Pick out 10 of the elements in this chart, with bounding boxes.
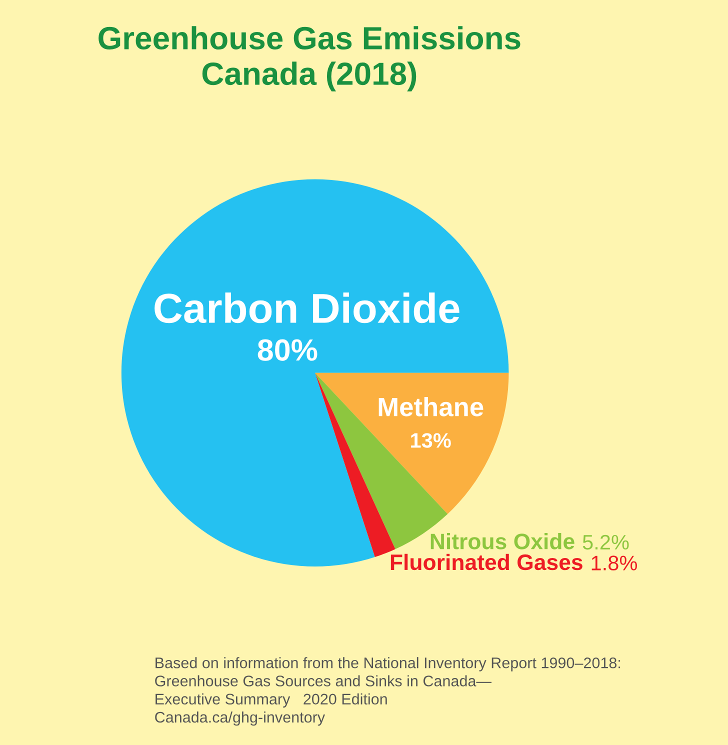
data-label: 13% <box>411 433 451 448</box>
chart-title: Greenhouse Gas Emissions Canada (2018) <box>98 26 520 92</box>
slice-label: Fluorinated Gases <box>390 554 582 570</box>
slice-label: Nitrous Oxide <box>430 533 574 550</box>
slice-label: Methane <box>378 397 484 416</box>
data-label: 5.2% <box>582 534 629 550</box>
data-label: 80% <box>258 339 318 361</box>
slice-label: Carbon Dioxide <box>154 292 460 324</box>
data-label: 1.8% <box>592 556 637 570</box>
text: Based on information from the National Inventory Report 1990–2018: Greenhouse Gas Sources and Sinks in Canada— Executive Summary 2020 Edition Canada.ca/ghg-inventory <box>155 657 620 726</box>
